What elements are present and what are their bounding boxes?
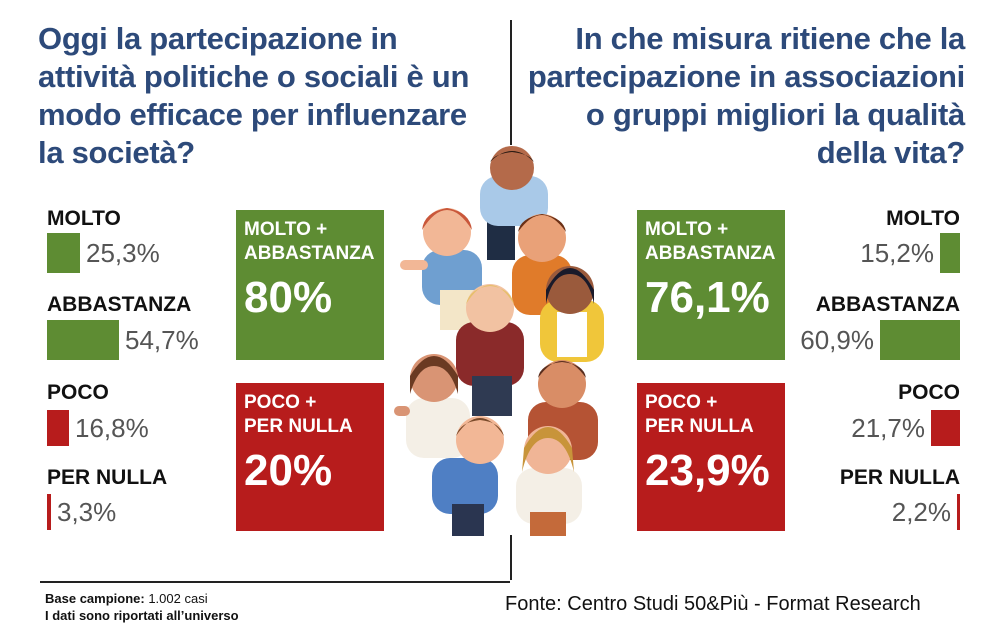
box-label-line: MOLTO +	[244, 219, 328, 240]
right-question-line: partecipazione in associazioni	[527, 59, 965, 94]
top-divider	[510, 20, 512, 145]
right-label-per-nulla: PER NULLA	[839, 466, 960, 489]
right-label-poco: POCO	[898, 381, 960, 404]
sample-value: 1.002 casi	[148, 591, 208, 606]
left-bar-molto	[47, 233, 80, 273]
box-label-line: POCO +	[645, 392, 718, 413]
right-question-line: o gruppi migliori la qualità	[585, 97, 965, 132]
box-value: 20%	[244, 446, 333, 495]
source-note: Fonte: Centro Studi 50&Più - Format Rese…	[505, 593, 921, 615]
left-label-abbastanza: ABBASTANZA	[47, 293, 192, 316]
right-value-poco: 21,7%	[851, 413, 925, 443]
person-icon	[394, 354, 470, 458]
box-label-line: POCO +	[244, 392, 317, 413]
left-question-line: la società?	[38, 135, 195, 170]
right-bar-poco	[931, 410, 960, 446]
left-label-poco: POCO	[47, 381, 109, 404]
person-icon	[400, 208, 482, 330]
right-negative-summary-box: POCO + PER NULLA 23,9%	[637, 383, 785, 531]
box-value: 76,1%	[645, 273, 770, 322]
footer-rule	[40, 581, 510, 583]
left-value-molto: 25,3%	[86, 238, 160, 268]
right-label-molto: MOLTO	[886, 207, 960, 230]
person-icon	[516, 426, 582, 536]
box-value: 23,9%	[645, 446, 770, 495]
person-icon	[432, 416, 504, 536]
box-label-line: MOLTO +	[645, 219, 729, 240]
left-negative-summary-box: POCO + PER NULLA 20%	[236, 383, 384, 531]
left-value-abbastanza: 54,7%	[125, 325, 199, 355]
right-question: In che misura ritiene che la partecipazi…	[525, 20, 965, 172]
left-bar-per-nulla	[47, 494, 51, 530]
left-value-poco: 16,8%	[75, 413, 149, 443]
left-bar-poco	[47, 410, 69, 446]
right-question-line: della vita?	[816, 135, 966, 170]
right-value-molto: 15,2%	[860, 238, 934, 268]
right-bar-per-nulla	[957, 494, 960, 530]
right-question-line: In che misura ritiene che la	[575, 21, 965, 56]
crowd-of-people-illustration	[394, 146, 604, 536]
sample-size: Base campione: 1.002 casi	[45, 591, 208, 606]
sample-label: Base campione:	[45, 591, 145, 606]
left-question-line: Oggi la partecipazione in	[38, 21, 398, 56]
left-positive-summary-box: MOLTO + ABBASTANZA 80%	[236, 210, 384, 360]
box-label-line: PER NULLA	[244, 416, 353, 437]
right-bar-molto	[940, 233, 960, 273]
universe-note: I dati sono riportati all’universo	[45, 608, 239, 623]
person-icon	[456, 284, 524, 416]
box-value: 80%	[244, 273, 333, 322]
left-question-line: modo efficace per influenzare	[38, 97, 467, 132]
box-label-line: PER NULLA	[645, 416, 754, 437]
bottom-divider	[510, 535, 512, 580]
person-icon	[540, 266, 604, 362]
right-positive-summary-box: MOLTO + ABBASTANZA 76,1%	[637, 210, 785, 360]
left-bar-abbastanza	[47, 320, 119, 360]
right-value-abbastanza: 60,9%	[800, 325, 874, 355]
left-question-line: attività politiche o sociali è un	[38, 59, 470, 94]
left-question: Oggi la partecipazione in attività polit…	[38, 20, 508, 172]
box-label-line: ABBASTANZA	[645, 243, 776, 264]
right-bar-abbastanza	[880, 320, 960, 360]
left-label-molto: MOLTO	[47, 207, 121, 230]
box-label-line: ABBASTANZA	[244, 243, 375, 264]
person-icon	[480, 146, 548, 260]
right-label-abbastanza: ABBASTANZA	[815, 293, 960, 316]
left-label-per-nulla: PER NULLA	[47, 466, 168, 489]
left-value-per-nulla: 3,3%	[57, 497, 117, 527]
right-value-per-nulla: 2,2%	[891, 497, 951, 527]
